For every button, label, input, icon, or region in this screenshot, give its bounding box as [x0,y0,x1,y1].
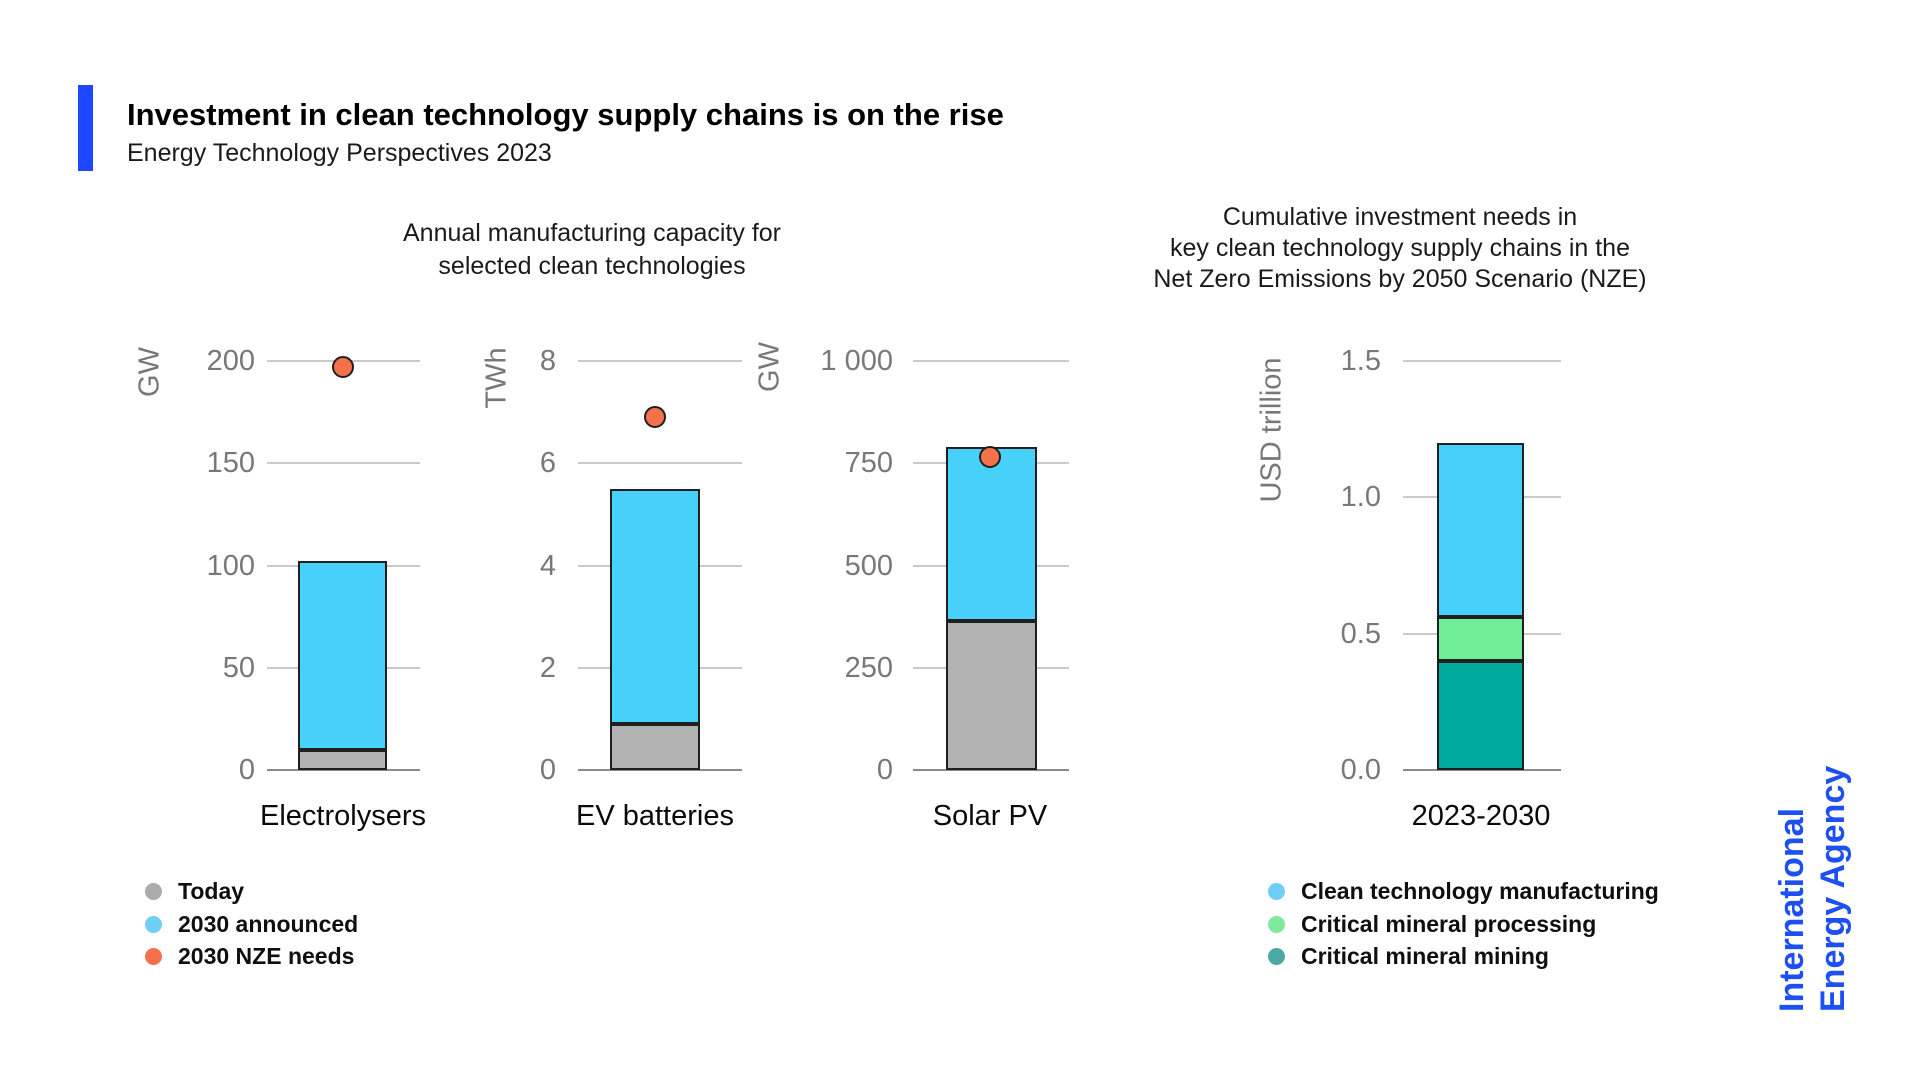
iea-logo-text: International Energy Agency [1772,766,1854,1012]
y-gridline [578,462,742,465]
legend-label: 2030 NZE needs [178,943,355,969]
legend-item: Today [145,875,244,908]
y-tick-label: 500 [844,549,893,582]
category-label: Solar PV [932,800,1048,832]
bar-segment-critical-mineral-processing [1437,617,1524,661]
y-tick-label: 750 [844,447,893,480]
iea-logo-line2: Energy Agency [1814,765,1852,1012]
y-tick-label: 2 [539,651,556,684]
page-subtitle: Energy Technology Perspectives 2023 [127,139,552,167]
category-label: EV batteries [576,800,734,832]
left-panel-title-line1: Annual manufacturing capacity for [403,219,781,247]
y-tick-label: 150 [206,447,255,480]
bar-segment-clean-technology-manufacturing [1437,442,1524,618]
y-tick-label: 200 [206,345,255,377]
right-panel-title-line3: Net Zero Emissions by 2050 Scenario (NZE… [1153,265,1647,293]
bar-segment-critical-mineral-mining [1437,660,1524,770]
y-tick-label: 0 [539,754,556,786]
legend-item: 2030 NZE needs [145,940,354,973]
y-tick-label: 250 [844,651,893,684]
legend-dot [1268,915,1285,933]
legend-label: Critical mineral processing [1301,910,1597,937]
nze-needs-marker-dot [979,446,1001,469]
legend-dot [145,948,162,965]
y-gridline [267,462,420,465]
legend-item: Critical mineral processing [1268,908,1596,941]
y-tick-label: 1.0 [1340,481,1381,514]
page-title: Investment in clean technology supply ch… [127,97,1004,132]
title-accent-bar [78,85,93,171]
legend-label: 2030 announced [178,910,359,937]
y-tick-label: 1.5 [1340,345,1381,377]
right-panel-title: Cumulative investment needs in key clean… [1100,202,1700,295]
category-label: 2023-2030 [1411,800,1551,832]
legend-label: Clean technology manufacturing [1301,878,1659,904]
y-tick-label: 6 [539,447,556,480]
legend-label: Today [178,878,245,904]
right-panel-title-line2: key clean technology supply chains in th… [1169,234,1630,262]
legend-item: Critical mineral mining [1268,940,1549,973]
y-axis-unit-label: TWh [480,347,513,409]
iea-logo-line1: International [1773,807,1811,1012]
bar-segment-today [610,723,700,770]
y-tick-label: 0.5 [1340,617,1381,650]
bar-segment-2030-announced [610,488,700,724]
y-gridline [578,360,742,362]
y-tick-label: 50 [222,651,255,684]
bar-segment-today [298,749,387,770]
y-axis-unit-label: GW [133,347,166,397]
y-axis-unit-label: GW [753,342,786,392]
y-tick-label: 0 [876,754,893,786]
legend-dot [1268,883,1285,900]
bar-segment-2030-announced [298,561,387,750]
nze-needs-marker-dot [644,406,666,429]
y-tick-label: 1 000 [820,345,893,377]
x-axis-baseline [913,769,1069,771]
y-tick-label: 8 [539,345,556,377]
bar-segment-today [946,620,1037,770]
y-tick-label: 4 [539,549,556,582]
left-panel-title: Annual manufacturing capacity for select… [282,217,902,283]
y-tick-label: 0.0 [1340,754,1381,786]
y-gridline [1403,360,1561,362]
legend-item: Clean technology manufacturing [1268,875,1659,908]
legend-dot [1268,948,1285,965]
legend-label: Critical mineral mining [1301,943,1549,969]
x-axis-baseline [1403,769,1561,771]
legend-item: 2030 announced [145,908,358,941]
y-tick-label: 0 [238,754,255,786]
left-panel-title-line2: selected clean technologies [438,252,746,280]
y-gridline [913,360,1069,362]
x-axis-baseline [267,769,420,771]
nze-needs-marker-dot [332,356,354,379]
legend-dot [145,915,162,933]
bar-segment-2030-announced [946,446,1037,621]
legend-dot [145,883,162,900]
y-axis-unit-label: USD trillion [1255,357,1288,503]
x-axis-baseline [578,769,742,771]
category-label: Electrolysers [260,800,426,832]
iea-logo: International Energy Agency [1772,766,1920,1080]
right-panel-title-line1: Cumulative investment needs in [1222,203,1578,231]
y-tick-label: 100 [206,549,255,582]
